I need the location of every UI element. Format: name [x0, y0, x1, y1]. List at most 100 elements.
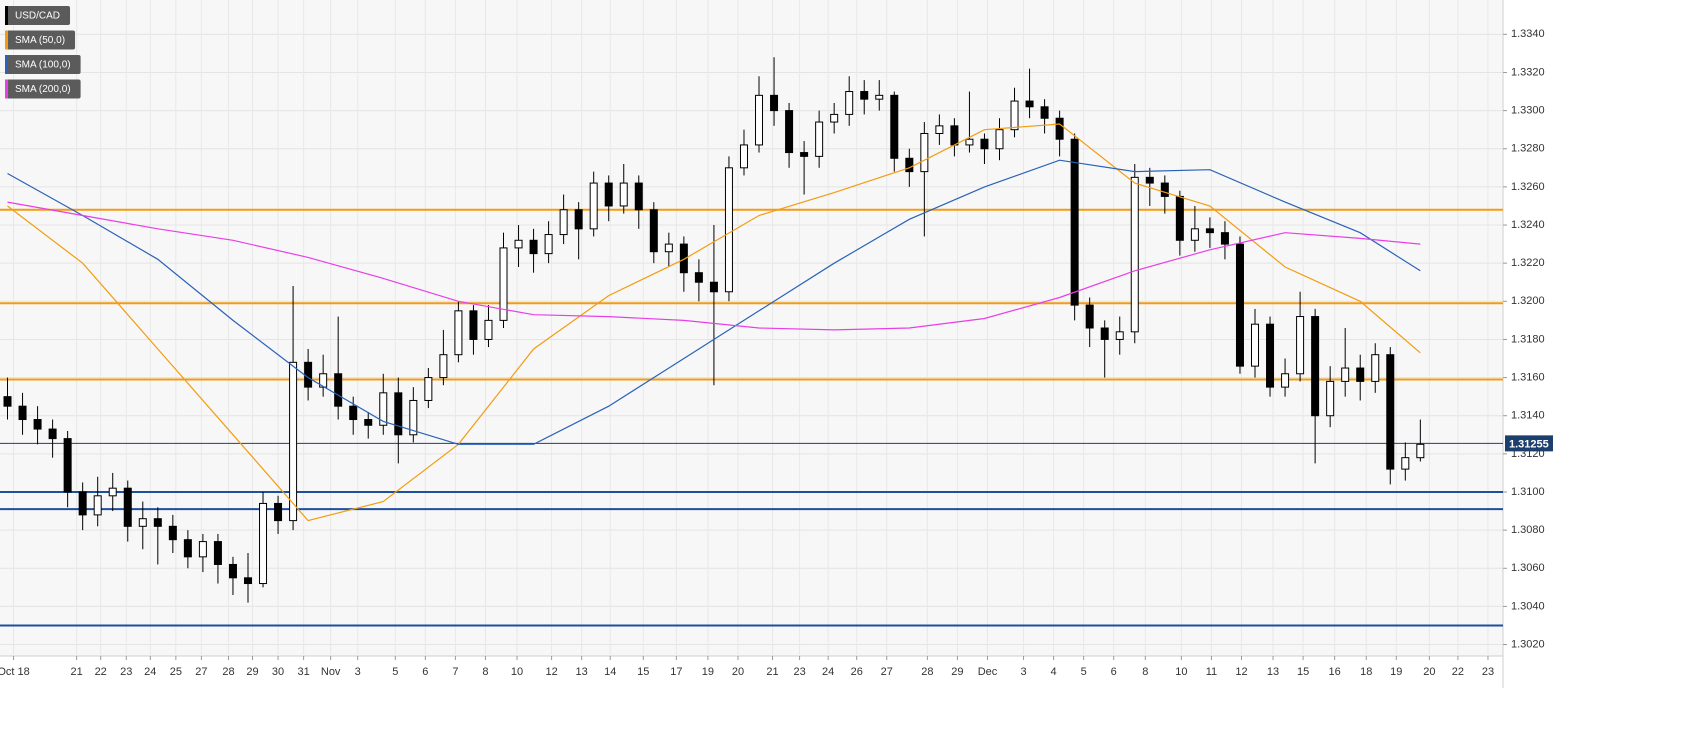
candle-body [574, 209, 583, 230]
candle-body [950, 125, 959, 146]
candle-body [33, 419, 42, 430]
candle-body [755, 94, 764, 146]
y-tick-label: 1.3100 [1511, 486, 1545, 498]
x-tick-label: 20 [732, 666, 744, 678]
candle-body [785, 110, 794, 154]
overlays [7, 123, 1421, 522]
y-tick-label: 1.3240 [1511, 219, 1545, 231]
x-tick-label: 10 [1175, 666, 1187, 678]
candle-body [168, 525, 177, 541]
x-tick-label: 20 [1423, 666, 1435, 678]
x-tick-label: 13 [576, 666, 588, 678]
y-tick-label: 1.3300 [1511, 105, 1545, 117]
legend-swatch [5, 30, 8, 50]
x-tick-label: Dec [978, 666, 998, 678]
candle-body [544, 234, 553, 255]
x-tick-label: 12 [545, 666, 557, 678]
candle-body [439, 354, 448, 379]
x-tick-label: 23 [1482, 666, 1494, 678]
candle-body [349, 405, 358, 421]
candle-body [1070, 138, 1079, 306]
candle-body [123, 487, 132, 527]
candle-body [153, 518, 162, 527]
x-tick-label: 8 [482, 666, 488, 678]
candle-body [183, 539, 192, 558]
candle-body [634, 182, 643, 211]
candle-body [1341, 367, 1350, 382]
candle-body [499, 247, 508, 321]
legend-swatch [5, 55, 8, 74]
y-tick-label: 1.3040 [1511, 600, 1545, 612]
y-tick-label: 1.3020 [1511, 638, 1545, 650]
legend-label: SMA (100,0) [15, 60, 71, 71]
candle-body [1416, 443, 1425, 459]
candle-body [93, 495, 102, 516]
candle-body [1386, 354, 1395, 470]
candle-body [1266, 323, 1275, 388]
candle-body [424, 377, 433, 401]
candle-body [1296, 316, 1305, 375]
candle-body [1281, 373, 1290, 388]
candle-body [1220, 232, 1229, 245]
y-tick-label: 1.3080 [1511, 524, 1545, 536]
levels [0, 208, 1503, 627]
x-tick-label: 15 [637, 666, 649, 678]
candle-body [1326, 380, 1335, 417]
candle-body [1010, 100, 1019, 131]
candle-body [1205, 228, 1214, 234]
x-tick-label: 19 [1390, 666, 1402, 678]
y-tick-label: 1.3320 [1511, 66, 1545, 78]
candle-body [409, 399, 418, 436]
candles [3, 57, 1425, 603]
y-tick-label: 1.3280 [1511, 143, 1545, 155]
candle-body [78, 491, 87, 516]
candle-body [935, 125, 944, 134]
candle-body [213, 541, 222, 565]
x-tick-label: 7 [452, 666, 458, 678]
legend: USD/CAD SMA (50,0) SMA (100,0) SMA (200,0) [5, 6, 81, 99]
candle-body [364, 419, 373, 426]
candle-body [484, 319, 493, 340]
candle-body [1130, 176, 1139, 333]
candle-body [905, 157, 914, 173]
candle-body [920, 132, 929, 173]
x-tick-label: 3 [1020, 666, 1026, 678]
candle-body [138, 518, 147, 527]
candle-body [770, 94, 779, 112]
candle-body [1356, 367, 1365, 382]
candle-body [709, 281, 718, 293]
candle-body [289, 361, 298, 522]
y-tick-label: 1.3260 [1511, 181, 1545, 193]
x-tick-label: 18 [1360, 666, 1372, 678]
candle-body [514, 239, 523, 249]
candle-body [1085, 304, 1094, 329]
x-tick-label: 21 [71, 666, 83, 678]
candle-body [604, 182, 613, 207]
x-tick-label: 29 [951, 666, 963, 678]
x-tick-label: 11 [1206, 666, 1217, 678]
y-tick-label: 1.3180 [1511, 333, 1545, 345]
candle-body [228, 563, 237, 579]
legend-swatch [5, 79, 8, 99]
x-tick-label: 13 [1267, 666, 1279, 678]
candle-body [394, 392, 403, 436]
candle-body [965, 138, 974, 146]
candle-body [649, 209, 658, 253]
y-tick-label: 1.3340 [1511, 28, 1545, 40]
candle-body [694, 272, 703, 283]
legend-label: SMA (200,0) [15, 84, 71, 95]
candle-body [1251, 323, 1260, 367]
candle-body [3, 396, 12, 407]
x-tick-label: 12 [1235, 666, 1247, 678]
candle-body [259, 502, 268, 585]
candle-body [198, 541, 207, 558]
x-tick-label: 31 [297, 666, 309, 678]
last-price-box [1505, 435, 1553, 452]
x-tick-label: 22 [1452, 666, 1464, 678]
x-tick-label: 21 [766, 666, 778, 678]
candle-body [1371, 354, 1380, 382]
candle-body [1040, 106, 1049, 119]
x-tick-label: 3 [355, 666, 361, 678]
candle-body [995, 129, 1004, 150]
